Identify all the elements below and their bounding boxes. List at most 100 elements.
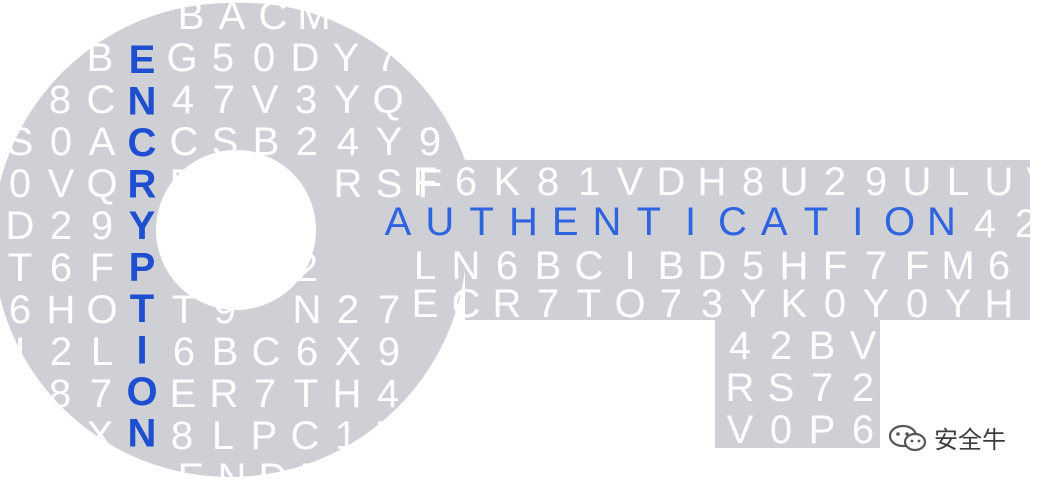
grid-letter: S	[7, 120, 34, 164]
grid-letter: H	[698, 160, 727, 204]
grid-letter: 4	[729, 324, 751, 368]
grid-letter: B	[178, 0, 205, 38]
grid-letter: M	[297, 0, 330, 38]
grid-letter: T	[172, 288, 196, 332]
vertical-word-letter: I	[136, 329, 147, 373]
grid-letter: 7	[865, 244, 887, 288]
grid-letter: 6	[50, 246, 72, 290]
grid-letter: L	[414, 244, 436, 288]
grid-letter: M	[941, 244, 974, 288]
grid-letter: D	[698, 244, 727, 288]
grid-letter: 2	[50, 204, 72, 248]
grid-letter: U	[985, 160, 1014, 204]
grid-letter: 5	[742, 244, 764, 288]
grid-letter: 2	[770, 324, 792, 368]
grid-letter: 0	[770, 408, 792, 452]
grid-letter: 7	[378, 288, 400, 332]
grid-letter: 8	[49, 372, 71, 416]
grid-letter: K	[494, 160, 521, 204]
grid-letter: 2	[852, 366, 874, 410]
grid-letter: B	[809, 324, 836, 368]
grid-letter: N	[293, 288, 322, 332]
grid-letter: S	[342, 0, 369, 38]
grid-letter: O	[614, 282, 645, 326]
grid-letter: C	[170, 120, 199, 164]
grid-letter: S	[768, 366, 795, 410]
vertical-word-letter: R	[128, 163, 157, 207]
grid-letter: 7	[90, 372, 112, 416]
grid-letter: D	[6, 204, 35, 248]
grid-letter: Y	[334, 78, 361, 122]
horizontal-word-letter: T	[637, 200, 661, 244]
grid-letter: R	[210, 372, 239, 416]
grid-letter: F	[418, 162, 442, 206]
key-bow	[0, 2, 1030, 477]
grid-letter: 7	[537, 282, 559, 326]
horizontal-word-letter: I	[852, 200, 863, 244]
grid-letter: L	[91, 330, 113, 374]
grid-letter: 9	[419, 120, 441, 164]
grid-letter: A	[219, 0, 246, 38]
grid-letter: 2	[337, 288, 359, 332]
grid-letter: T	[294, 372, 318, 416]
grid-letter: E	[170, 372, 197, 416]
grid-letter: U	[780, 160, 809, 204]
grid-letter: 9	[91, 204, 113, 248]
grid-letter: Y	[740, 282, 767, 326]
grid-letter: B	[253, 120, 280, 164]
grid-letter: C	[291, 414, 320, 458]
grid-letter: C	[575, 244, 604, 288]
vertical-word-letter: P	[129, 246, 156, 290]
grid-letter: 8	[742, 160, 764, 204]
grid-letter: 6	[9, 288, 31, 332]
grid-letter: Y	[376, 120, 403, 164]
grid-letter: H	[333, 372, 362, 416]
grid-letter: N	[452, 244, 481, 288]
grid-letter: B	[212, 330, 239, 374]
grid-letter: S	[376, 162, 403, 206]
grid-letter: L	[947, 160, 969, 204]
letter-grid: B A C M SB G 5 0 D Y 78 C 4 7 V 3 Y QS 0 A C S B 2 4 Y 9 70 V Q R 5 F R S F…	[6, 0, 1043, 480]
grid-letter: F	[90, 246, 114, 290]
grid-letter: D	[291, 36, 320, 80]
grid-letter: Y	[863, 282, 890, 326]
vertical-word-letter: Y	[129, 204, 156, 248]
horizontal-word-letter: N	[927, 200, 956, 244]
grid-letter: R	[334, 162, 363, 206]
horizontal-word-letter: C	[718, 200, 747, 244]
grid-letter: C	[252, 330, 281, 374]
horizontal-word-letter: T	[804, 200, 828, 244]
grid-letter: H	[985, 282, 1014, 326]
grid-letter: B	[87, 36, 114, 80]
grid-letter: A	[89, 120, 116, 164]
grid-letter: V	[617, 160, 644, 204]
grid-letter: 5	[214, 162, 236, 206]
grid-letter: 4	[377, 372, 399, 416]
watermark: 安全牛	[888, 420, 1006, 455]
grid-letter: O	[86, 288, 117, 332]
watermark-text: 安全牛	[934, 426, 1006, 454]
grid-letter: Q	[86, 162, 117, 206]
grid-letter: C	[452, 282, 481, 326]
horizontal-word-letter: H	[509, 200, 538, 244]
grid-letter: K	[212, 246, 239, 290]
horizontal-word-letter: A	[761, 200, 788, 244]
grid-letter: U	[903, 160, 932, 204]
grid-letter: B	[535, 244, 562, 288]
grid-letter: H	[47, 288, 76, 332]
grid-letter: 9	[378, 330, 400, 374]
grid-letter: V	[1027, 160, 1043, 204]
horizontal-word-letter: E	[552, 200, 579, 244]
grid-letter: 7	[213, 78, 235, 122]
grid-letter: 3	[295, 78, 317, 122]
horizontal-word-letter: U	[425, 200, 454, 244]
grid-letter: D	[657, 160, 686, 204]
grid-letter: 0	[9, 162, 31, 206]
grid-letter: 7	[376, 414, 398, 458]
grid-letter: F	[905, 244, 929, 288]
grid-letter: 1	[335, 414, 357, 458]
grid-letter: T	[577, 282, 601, 326]
grid-letter: H	[780, 244, 809, 288]
